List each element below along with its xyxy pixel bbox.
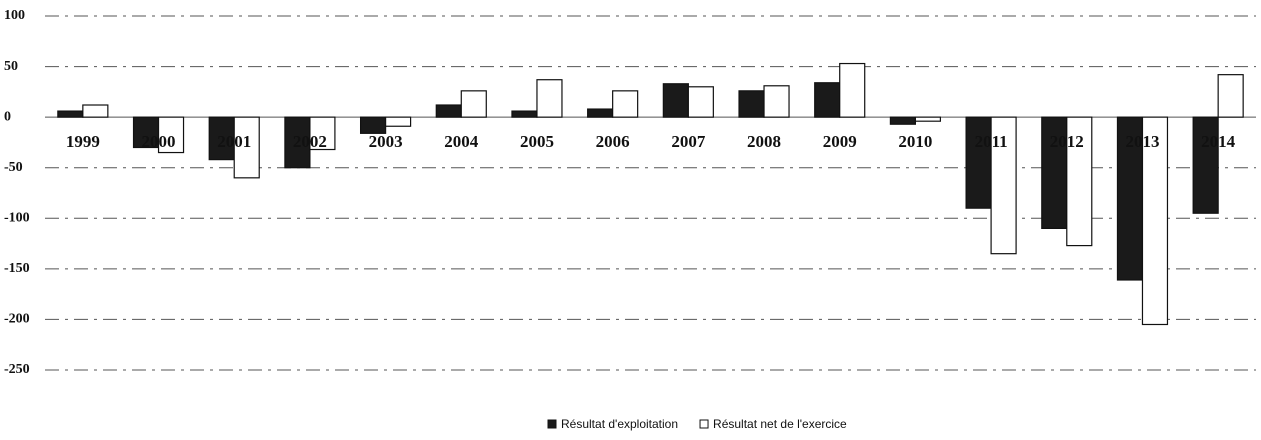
bar xyxy=(384,116,412,127)
y-tick-label: -150 xyxy=(4,261,30,276)
x-tick-label: 2004 xyxy=(444,132,479,151)
bar xyxy=(233,116,260,179)
y-tick-label: -50 xyxy=(4,160,23,175)
bar xyxy=(738,90,765,118)
bar xyxy=(965,116,992,209)
bar xyxy=(57,110,84,118)
x-tick-label: 2007 xyxy=(671,132,706,151)
legend-label: Résultat net de l'exercice xyxy=(713,417,847,431)
x-tick-label: 2009 xyxy=(823,132,857,151)
x-tick-label: 2006 xyxy=(596,132,630,151)
x-tick-label: 2002 xyxy=(293,132,327,151)
x-tick-label: 2003 xyxy=(369,132,403,151)
y-tick-label: -200 xyxy=(4,312,30,327)
bar xyxy=(914,116,942,122)
bar xyxy=(359,116,387,134)
bar xyxy=(309,116,336,151)
bar xyxy=(511,110,538,118)
bar xyxy=(763,85,790,118)
y-tick-label: -100 xyxy=(4,211,30,226)
bar xyxy=(208,116,235,161)
bar xyxy=(435,104,462,118)
y-tick-label: -250 xyxy=(4,362,30,377)
bar xyxy=(1217,74,1244,118)
legend-label: Résultat d'exploitation xyxy=(561,417,678,431)
legend-swatch xyxy=(547,419,557,429)
x-tick-label: 2011 xyxy=(975,132,1008,151)
bar xyxy=(889,116,917,125)
bar xyxy=(1066,116,1093,247)
x-tick-label: 2013 xyxy=(1125,132,1159,151)
x-tick-label: 1999 xyxy=(66,132,100,151)
x-tick-label: 2012 xyxy=(1050,132,1084,151)
bar xyxy=(1116,116,1144,281)
x-tick-label: 2014 xyxy=(1201,132,1236,151)
bar xyxy=(587,108,614,118)
bar xyxy=(839,62,866,118)
bar xyxy=(82,104,109,118)
x-tick-label: 2008 xyxy=(747,132,781,151)
bar xyxy=(662,83,689,118)
bar xyxy=(460,90,487,118)
bar xyxy=(1192,116,1219,214)
y-tick-label: 0 xyxy=(4,109,11,124)
bar xyxy=(612,90,639,118)
y-tick-label: 50 xyxy=(4,59,18,74)
bar xyxy=(687,86,714,118)
x-tick-label: 2005 xyxy=(520,132,554,151)
x-tick-label: 2010 xyxy=(898,132,932,151)
bar xyxy=(1141,116,1169,326)
bar xyxy=(157,116,185,154)
y-tick-label: 100 xyxy=(4,8,25,23)
legend-swatch xyxy=(699,419,709,429)
x-tick-label: 2000 xyxy=(142,132,176,151)
bar xyxy=(814,82,841,118)
bar xyxy=(990,116,1017,255)
x-tick-label: 2001 xyxy=(217,132,251,151)
bar xyxy=(536,79,563,118)
